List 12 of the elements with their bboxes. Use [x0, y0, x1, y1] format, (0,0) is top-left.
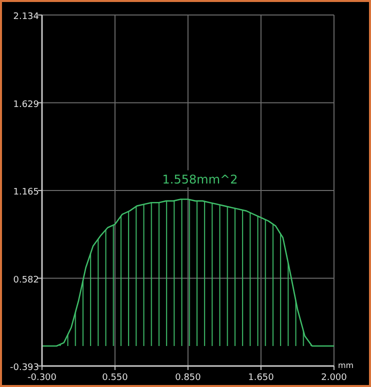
x-tick-label: 0.550 [102, 373, 128, 383]
x-tick-label: 2.000 [321, 373, 348, 383]
text: 1.165 [13, 188, 39, 198]
x-tick-label: 0.850 [175, 373, 202, 383]
text: -0.393 [10, 363, 39, 373]
text: 1.558mm^2 [162, 172, 238, 186]
x-tick-label: -0.300 [27, 373, 57, 383]
text: 0.582 [13, 275, 39, 286]
text: 2.134 [13, 12, 40, 22]
x-tick-label: 1.650 [248, 373, 274, 383]
text: 1.629 [13, 100, 40, 110]
x-axis-title: mm [338, 361, 354, 370]
